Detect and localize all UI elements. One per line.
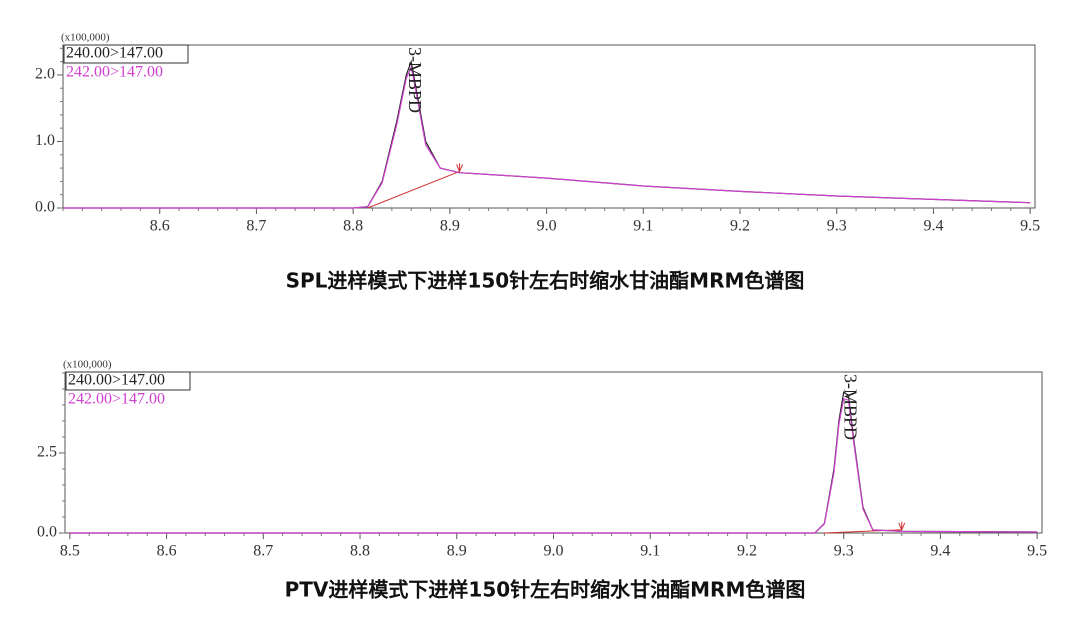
legend-box	[63, 44, 189, 64]
peak-label: 3-MBPD	[840, 374, 860, 440]
x-tick-label: 8.9	[447, 543, 467, 560]
x-tick-label: 9.3	[834, 543, 854, 560]
series-line	[69, 397, 1038, 534]
x-tick-label: 9.0	[537, 218, 557, 235]
legend-entry: 242.00>147.00	[66, 64, 163, 81]
plot-frame	[62, 44, 1036, 209]
x-tick-label: 9.2	[737, 543, 757, 560]
y-tick-label: 2.0	[35, 66, 55, 83]
x-tick-label: 9.4	[923, 218, 943, 235]
baseline-marker	[456, 163, 463, 173]
x-tick-label: 9.1	[633, 218, 653, 235]
plot-frame	[64, 371, 1043, 534]
legend-entry: 242.00>147.00	[68, 391, 165, 408]
legend-box	[65, 371, 191, 391]
x-tick-label: 8.6	[157, 543, 177, 560]
y-tick-label: 0.0	[37, 524, 57, 541]
x-tick-label: 9.5	[1020, 218, 1040, 235]
x-tick-label: 9.3	[827, 218, 847, 235]
x-tick-label: 9.5	[1027, 543, 1047, 560]
y-unit: (x100,000)	[63, 359, 112, 371]
peak-label: 3-MBPD	[405, 47, 425, 113]
x-tick-label: 8.7	[253, 543, 273, 560]
series-line	[63, 59, 1031, 209]
y-tick-label: 1.0	[35, 132, 55, 149]
chart-caption: SPL进样模式下进样150针左右时缩水甘油酯MRM色谱图	[286, 269, 805, 293]
x-tick-label: 9.4	[930, 543, 950, 560]
baseline	[367, 170, 460, 209]
x-tick-label: 8.8	[350, 543, 370, 560]
x-tick-label: 8.7	[246, 218, 266, 235]
x-tick-label: 9.1	[640, 543, 660, 560]
series-line	[63, 64, 1031, 209]
y-tick-label: 0.0	[35, 199, 55, 216]
legend-entry: 240.00>147.00	[68, 372, 165, 389]
chart-caption: PTV进样模式下进样150针左右时缩水甘油酯MRM色谱图	[285, 578, 806, 602]
x-tick-label: 8.8	[343, 218, 363, 235]
y-tick-label: 2.5	[37, 444, 57, 461]
x-tick-label: 9.2	[730, 218, 750, 235]
x-tick-label: 8.9	[440, 218, 460, 235]
x-tick-label: 8.5	[60, 543, 80, 560]
baseline-marker	[898, 521, 906, 532]
y-unit: (x100,000)	[61, 32, 110, 44]
legend-entry: 240.00>147.00	[66, 45, 163, 62]
x-tick-label: 9.0	[544, 543, 564, 560]
series-line	[69, 391, 1038, 534]
x-tick-label: 8.6	[150, 218, 170, 235]
